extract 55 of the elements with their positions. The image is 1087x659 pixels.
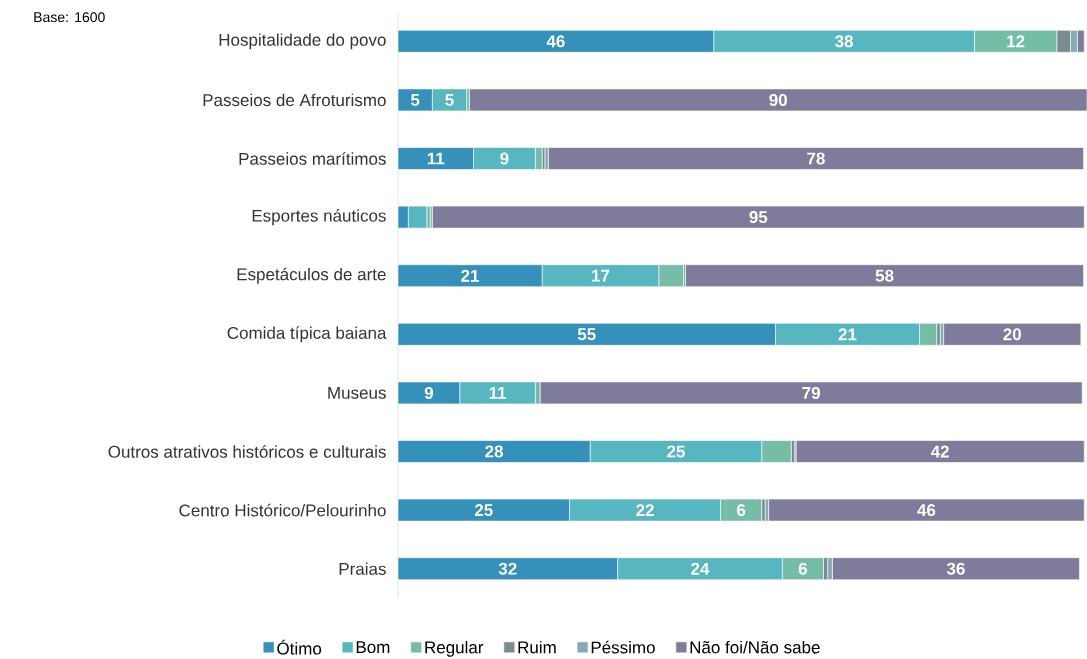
- data-label: 22: [636, 504, 654, 517]
- data-label: 28: [485, 445, 504, 458]
- bar: [547, 147, 1084, 170]
- data-label: 32: [498, 562, 517, 575]
- data-label: 6: [798, 562, 808, 575]
- data-label: 6: [737, 504, 746, 517]
- legend-label: Péssimo: [591, 640, 655, 654]
- legend-label: Ótimo: [277, 639, 322, 655]
- data-label: 79: [802, 386, 820, 399]
- bar: [432, 205, 1085, 229]
- data-label: 9: [500, 152, 509, 165]
- data-label: 20: [1003, 328, 1021, 341]
- data-label: 46: [546, 35, 565, 48]
- data-label: 58: [875, 269, 894, 282]
- data-label: 9: [424, 386, 433, 399]
- data-label: 24: [691, 562, 710, 575]
- data-label: 42: [930, 445, 949, 458]
- data-label: 21: [838, 328, 857, 341]
- y-tick-label: Outros atrativos históricos e culturais: [108, 445, 386, 458]
- y-tick-label: Hospitalidade do povo: [219, 33, 386, 50]
- data-label: 5: [445, 93, 454, 106]
- data-label: 95: [749, 211, 768, 224]
- bar: [685, 264, 1084, 287]
- data-label: 25: [474, 504, 493, 517]
- data-label: 11: [489, 387, 507, 399]
- legend-label: Regular: [425, 640, 484, 657]
- y-tick-label: Espetáculos de arte: [237, 267, 386, 284]
- data-label: 90: [769, 93, 787, 106]
- data-label: 78: [807, 152, 825, 165]
- legend-label: Ruim: [518, 640, 556, 654]
- data-label: 5: [410, 93, 420, 106]
- bar: [539, 381, 1083, 405]
- legend-label: Não foi/Não sabe: [690, 640, 820, 654]
- y-tick-label: Passeios de Afroturismo: [203, 93, 386, 107]
- data-label: 11: [427, 152, 445, 165]
- data-label: 21: [461, 269, 480, 282]
- y-tick-label: Comida típica baiana: [227, 326, 387, 343]
- data-label: 55: [577, 328, 596, 341]
- y-tick-label: Praias: [339, 562, 386, 575]
- data-label: 12: [1007, 35, 1025, 48]
- text: Base: 1600: [34, 12, 105, 23]
- bar: [832, 557, 1080, 581]
- bar: [469, 88, 1087, 112]
- data-label: 38: [835, 35, 854, 48]
- y-tick-label: Passeios marítimos: [239, 152, 386, 165]
- data-label: 17: [592, 269, 610, 282]
- data-label: 25: [667, 445, 685, 458]
- y-tick-label: Museus: [328, 386, 386, 399]
- y-tick-label: Centro Histórico/Pelourinho: [179, 503, 386, 517]
- bar: [943, 323, 1082, 346]
- legend-label: Bom: [356, 641, 390, 654]
- bar: [795, 440, 1085, 463]
- y-tick-label: Esportes náuticos: [252, 209, 386, 226]
- data-label: 46: [917, 504, 936, 517]
- data-label: 36: [946, 562, 965, 575]
